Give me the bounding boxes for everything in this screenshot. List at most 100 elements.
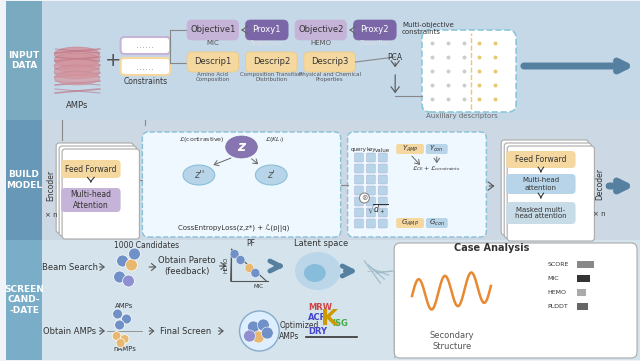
Bar [577,261,595,268]
Text: ACF: ACF [308,313,326,322]
Text: $\mathcal{L}$(contrastive): $\mathcal{L}$(contrastive) [179,135,225,144]
FancyBboxPatch shape [378,175,387,184]
FancyBboxPatch shape [142,132,340,237]
Text: Amino Acid
Composition: Amino Acid Composition [196,71,230,82]
FancyBboxPatch shape [56,143,134,233]
FancyBboxPatch shape [295,20,347,40]
FancyBboxPatch shape [378,153,387,162]
Text: AMPs: AMPs [66,100,88,109]
FancyBboxPatch shape [507,146,595,241]
Text: MIC: MIC [206,40,219,46]
Text: CossEntropyLoss(z,z*) + ℒ(p||q): CossEntropyLoss(z,z*) + ℒ(p||q) [178,224,289,232]
Bar [6,240,42,360]
Text: Classifier: Classifier [358,40,390,46]
Text: HEMO: HEMO [310,40,332,46]
Circle shape [114,271,125,283]
FancyBboxPatch shape [355,153,364,162]
Bar [6,120,640,240]
FancyBboxPatch shape [506,174,575,194]
Text: Secondary
Structure: Secondary Structure [429,331,474,351]
Text: z: z [237,140,246,154]
FancyBboxPatch shape [120,37,170,54]
Text: ......: ...... [136,61,154,71]
Ellipse shape [54,65,100,79]
FancyBboxPatch shape [396,144,424,154]
Text: Encoder: Encoder [47,169,56,201]
Text: Case Analysis: Case Analysis [454,243,529,253]
Text: ⊗: ⊗ [361,193,367,203]
Circle shape [230,249,239,258]
Bar [577,275,591,282]
Text: Multi-head
Attention: Multi-head Attention [70,190,111,210]
FancyBboxPatch shape [396,218,424,228]
Circle shape [245,264,254,273]
Text: Masked multi-
head attention: Masked multi- head attention [515,206,566,219]
Text: $Y_{AMP}$: $Y_{AMP}$ [402,144,419,154]
FancyBboxPatch shape [59,146,136,236]
Text: $\mathcal{L}(KL_i)$: $\mathcal{L}(KL_i)$ [266,135,285,144]
FancyBboxPatch shape [501,140,588,235]
Text: PLDDT: PLDDT [548,304,568,309]
Text: $\mathcal{L}_{CE}+\mathcal{L}_{constraints}$: $\mathcal{L}_{CE}+\mathcal{L}_{constrain… [412,165,461,173]
Text: Obtain AMPs: Obtain AMPs [44,326,97,335]
Text: value: value [375,148,390,152]
FancyBboxPatch shape [355,219,364,228]
Circle shape [123,275,134,287]
Text: SCORE: SCORE [548,261,569,266]
Circle shape [113,309,123,319]
FancyBboxPatch shape [506,202,575,224]
FancyBboxPatch shape [378,197,387,206]
FancyBboxPatch shape [367,186,375,195]
Circle shape [120,335,129,344]
Text: AMPs: AMPs [115,303,134,309]
Text: $G_{AMP}$: $G_{AMP}$ [401,218,419,228]
Text: Obtain Pareto
(feedback): Obtain Pareto (feedback) [158,256,216,276]
FancyBboxPatch shape [367,208,375,217]
Circle shape [115,320,125,330]
FancyBboxPatch shape [348,132,486,237]
FancyBboxPatch shape [355,208,364,217]
Text: constraints: constraints [402,29,441,35]
Text: DRY: DRY [308,326,327,335]
Bar [6,120,42,240]
FancyBboxPatch shape [355,164,364,173]
Text: Objective2: Objective2 [298,26,344,35]
Bar [577,303,588,310]
Text: SCREEN
CAND-
-DATE: SCREEN CAND- -DATE [4,285,44,315]
FancyBboxPatch shape [394,243,637,358]
FancyBboxPatch shape [367,175,375,184]
Text: key: key [366,148,376,152]
FancyBboxPatch shape [367,197,375,206]
Circle shape [122,314,131,324]
FancyBboxPatch shape [187,52,239,72]
Text: Latent space: Latent space [294,239,348,248]
Circle shape [248,321,259,333]
FancyBboxPatch shape [367,153,375,162]
Text: $G_{con}$: $G_{con}$ [429,218,445,228]
Text: Auxiliary descriptors: Auxiliary descriptors [426,113,497,119]
Text: × n: × n [45,212,58,218]
Circle shape [239,311,279,351]
Text: +: + [104,52,121,70]
Bar [6,1,640,120]
FancyBboxPatch shape [353,20,396,40]
Ellipse shape [54,53,100,67]
Ellipse shape [295,252,340,290]
Text: ......: ...... [136,40,154,51]
FancyBboxPatch shape [422,30,516,112]
Text: Feed Forward: Feed Forward [65,165,116,174]
Text: Constraints: Constraints [124,78,168,87]
FancyBboxPatch shape [61,160,120,178]
Circle shape [116,339,125,348]
FancyBboxPatch shape [367,164,375,173]
Text: Proxy2: Proxy2 [360,26,388,35]
Text: Beam Search: Beam Search [42,262,98,271]
FancyBboxPatch shape [506,151,575,168]
FancyBboxPatch shape [426,144,448,154]
FancyBboxPatch shape [304,52,355,72]
Circle shape [112,331,121,340]
FancyBboxPatch shape [378,208,387,217]
Text: $Y_{con}$: $Y_{con}$ [429,144,444,154]
Text: ISG: ISG [333,318,349,327]
Text: PF: PF [246,239,255,248]
